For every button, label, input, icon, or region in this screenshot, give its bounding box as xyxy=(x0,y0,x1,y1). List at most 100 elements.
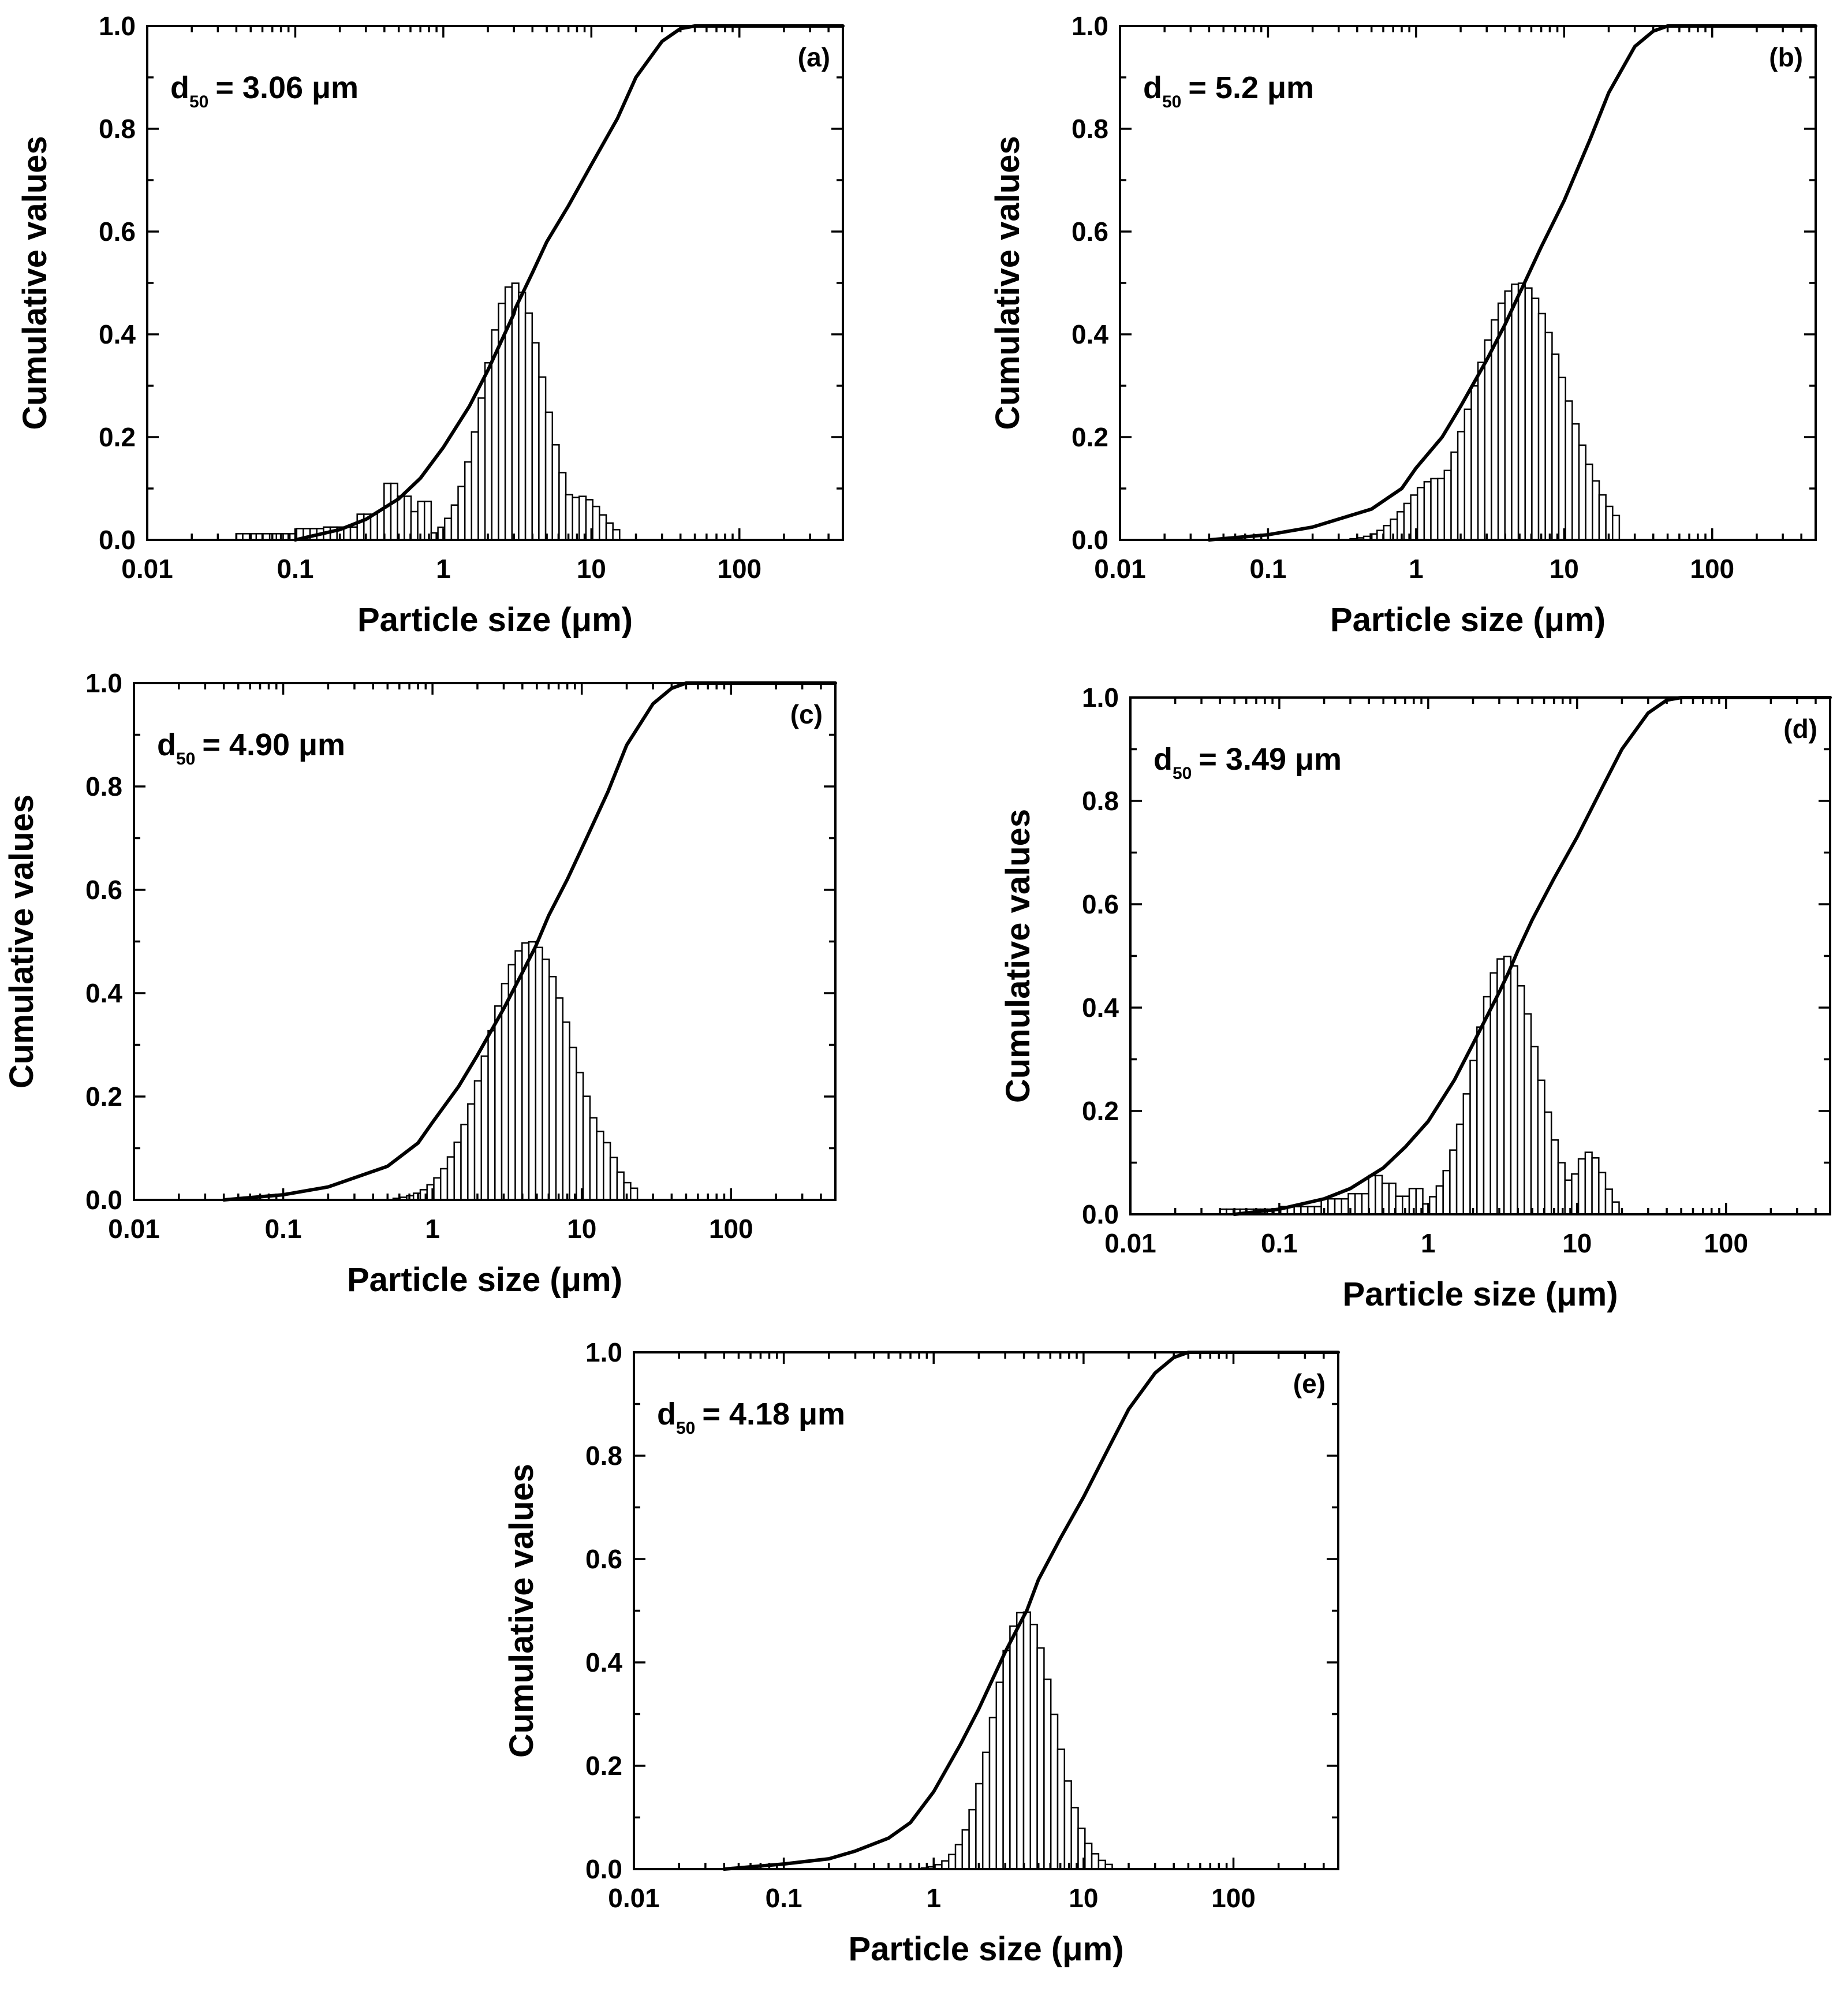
histogram-bar xyxy=(1511,284,1520,541)
d50-annotation: d50 = 5.2 μm xyxy=(1143,70,1314,111)
histogram-bar xyxy=(1578,444,1586,541)
histogram-bar xyxy=(1002,1650,1011,1870)
histogram-bar xyxy=(446,1156,456,1201)
y-tick-label: 1.0 xyxy=(1072,11,1108,41)
histogram-bar xyxy=(356,513,365,541)
y-axis-title: Cumulative values xyxy=(16,136,54,430)
histogram-bar xyxy=(1327,1198,1336,1215)
histogram-bar xyxy=(473,1080,483,1201)
histogram-bar xyxy=(603,1142,611,1201)
histogram-bar xyxy=(1455,1123,1465,1215)
y-axis-title: Cumulative values xyxy=(999,809,1037,1103)
histogram-bar xyxy=(599,514,607,541)
histogram-bar xyxy=(390,482,398,541)
x-tick-label: 10 xyxy=(567,1214,596,1244)
histogram-bar xyxy=(569,1046,577,1201)
histogram-bar xyxy=(1544,331,1553,541)
histogram-bar xyxy=(1383,524,1391,541)
histogram-bar xyxy=(518,292,527,541)
histogram-bar xyxy=(535,946,543,1201)
d50-annotation: d50 = 3.06 μm xyxy=(170,70,359,111)
y-tick-label: 0.8 xyxy=(1072,114,1108,144)
y-tick-label: 1.0 xyxy=(1082,683,1119,713)
histogram-bar xyxy=(1469,1060,1478,1215)
x-tick-label: 10 xyxy=(1550,554,1579,584)
y-tick-label: 0.4 xyxy=(1082,993,1119,1023)
histogram-bar xyxy=(1517,282,1526,541)
x-axis-title: Particle size (μm) xyxy=(357,601,633,639)
y-tick-label: 0.6 xyxy=(1072,217,1108,247)
histogram-bar xyxy=(630,1187,639,1201)
y-tick-label: 1.0 xyxy=(99,11,136,41)
y-axis-title: Cumulative values xyxy=(3,795,40,1088)
y-tick-label: 0.2 xyxy=(1072,422,1108,452)
x-tick-label: 0.01 xyxy=(1104,1228,1156,1258)
x-tick-label: 1 xyxy=(436,554,451,584)
histogram-bar xyxy=(1544,1111,1552,1215)
d50-symbol: d xyxy=(1143,70,1162,105)
histogram-bar xyxy=(439,1168,449,1201)
histogram-bar xyxy=(548,976,557,1201)
histogram-bar xyxy=(555,997,564,1201)
y-tick-label: 0.4 xyxy=(585,1647,622,1677)
histogram-bar xyxy=(1483,995,1491,1215)
histogram-bar xyxy=(1557,1162,1566,1215)
chart-panel-e: 0.01 0.1 1 10 100 0.0 0.2 0.4 0.6 0.8 1.0 Particle … xyxy=(503,1337,1340,1968)
histogram-bar xyxy=(477,397,486,541)
histogram-bar xyxy=(1591,1157,1600,1215)
d50-symbol: d xyxy=(157,728,176,762)
y-tick-label: 0.8 xyxy=(1082,786,1119,816)
x-tick-label: 10 xyxy=(1069,1883,1098,1913)
histogram-bar xyxy=(471,431,479,541)
histogram-bar xyxy=(369,513,378,541)
histogram-bar xyxy=(1517,985,1525,1215)
x-tick-label: 1 xyxy=(926,1883,941,1913)
histogram-bar xyxy=(1457,431,1466,541)
histogram-bar xyxy=(1450,451,1459,541)
x-tick-label: 0.01 xyxy=(108,1214,160,1244)
panel-label: (d) xyxy=(1783,714,1817,744)
x-tick-label: 1 xyxy=(425,1214,440,1244)
histogram-bar xyxy=(1354,1192,1363,1215)
histogram-bar xyxy=(947,1854,957,1870)
histogram-bar xyxy=(1361,1192,1369,1215)
histogram-bar xyxy=(605,522,614,541)
histogram-bar xyxy=(1491,319,1499,541)
y-tick-label: 0.0 xyxy=(585,1854,622,1884)
y-tick-label: 0.6 xyxy=(1082,889,1119,919)
histogram-bar xyxy=(572,497,580,541)
histogram-bar xyxy=(514,950,523,1201)
histogram-bar xyxy=(1476,1026,1485,1215)
y-tick-label: 0.8 xyxy=(85,771,122,801)
y-tick-label: 0.2 xyxy=(585,1751,622,1781)
histogram-bar xyxy=(1565,400,1573,541)
histogram-bar xyxy=(544,411,554,541)
histogram-bar xyxy=(484,362,493,541)
histogram-bar xyxy=(1416,487,1425,541)
histogram-bar xyxy=(528,941,537,1201)
histogram-bar xyxy=(1484,339,1492,541)
histogram-bar xyxy=(521,942,530,1201)
histogram-bar xyxy=(1598,1172,1607,1215)
d50-value: = 4.18 μm xyxy=(702,1397,845,1431)
histogram-bars xyxy=(235,282,621,541)
histogram-bar xyxy=(1462,1093,1471,1215)
x-tick-label: 1 xyxy=(1409,554,1424,584)
x-tick-label: 1 xyxy=(1421,1228,1436,1258)
histogram-bar xyxy=(1334,1198,1343,1215)
histogram-bar xyxy=(538,376,547,541)
histogram-bar xyxy=(1592,480,1600,541)
histogram-bar xyxy=(349,526,358,541)
y-tick-label: 1.0 xyxy=(585,1337,622,1367)
histogram-bar xyxy=(1550,1139,1559,1215)
histogram-bar xyxy=(582,1095,591,1201)
y-tick-label: 0.2 xyxy=(99,422,136,452)
x-tick-label: 100 xyxy=(1690,554,1734,584)
panel-label: (b) xyxy=(1769,42,1803,72)
x-tick-label: 0.1 xyxy=(766,1883,802,1913)
histogram-bar xyxy=(1442,1169,1451,1215)
y-tick-label: 0.2 xyxy=(1082,1096,1119,1126)
histogram-bar xyxy=(443,517,453,541)
histogram-bar xyxy=(410,510,419,541)
